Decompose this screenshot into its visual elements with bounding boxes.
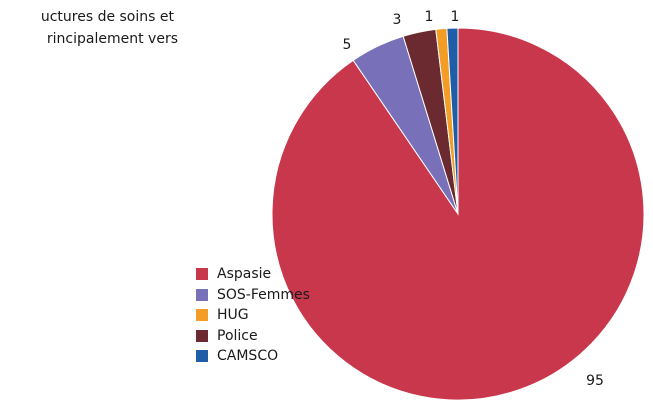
intro-line-1: uctures de soins et — [40, 9, 174, 25]
data-label-camsco: 1 — [451, 9, 460, 25]
legend-item-aspasie: Aspasie — [196, 264, 310, 285]
legend-swatch — [196, 309, 208, 322]
data-label-aspasie: 95 — [586, 373, 604, 389]
legend-label: Aspasie — [217, 266, 272, 283]
legend-swatch — [196, 329, 208, 342]
legend-label: CAMSCO — [217, 348, 279, 365]
legend-label: SOS-Femmes — [217, 286, 310, 303]
legend-label: HUG — [217, 307, 249, 324]
intro-line-2: rincipalement vers — [46, 31, 178, 47]
legend-swatch — [196, 350, 208, 363]
intro-text: uctures de soins et rincipalement vers — [0, 6, 178, 50]
chart-legend: Aspasie SOS-Femmes HUG Police CAMSCO — [196, 264, 310, 367]
data-label-police: 3 — [393, 12, 402, 28]
legend-item-police: Police — [196, 326, 310, 347]
legend-swatch — [196, 288, 208, 301]
data-label-hug: 1 — [425, 9, 434, 25]
legend-swatch — [196, 268, 208, 281]
legend-item-hug: HUG — [196, 305, 310, 326]
legend-label: Police — [217, 327, 258, 344]
legend-item-camsco: CAMSCO — [196, 346, 310, 367]
legend-item-sos-femmes: SOS-Femmes — [196, 285, 310, 306]
pie-slice-camsco — [446, 27, 459, 215]
data-label-sos-femmes: 5 — [343, 37, 352, 53]
